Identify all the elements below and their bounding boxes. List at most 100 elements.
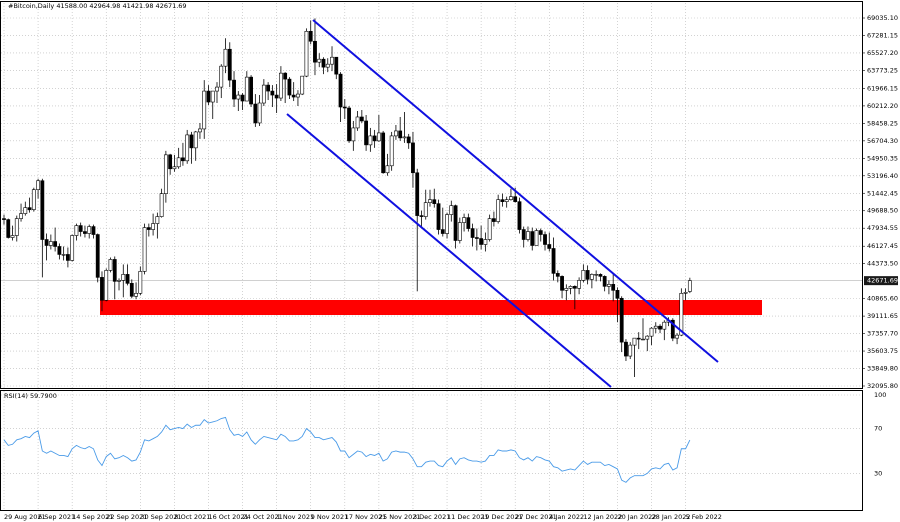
candle-body (2, 218, 6, 220)
x-tick-label: 28 Jan 2022 (652, 513, 691, 521)
candle-body (31, 189, 36, 210)
candle-body (44, 239, 49, 246)
candle-body (662, 321, 667, 330)
candle-body (428, 199, 432, 203)
y-tick-label: 44373.50 (867, 260, 898, 268)
candle-body (53, 241, 58, 247)
x-tick-label: 1 Nov 2021 (277, 513, 315, 521)
candle-body (347, 107, 351, 142)
candle-body (274, 94, 279, 99)
candle-body (406, 136, 411, 144)
price-panel-frame (0, 1, 863, 389)
channel-upper (312, 19, 719, 363)
candle-body (683, 292, 688, 294)
candle-body (125, 274, 130, 284)
candle-body (70, 235, 75, 261)
candle-body (649, 327, 654, 337)
x-tick-label: 9 Nov 2021 (311, 513, 349, 521)
candle-body (266, 84, 271, 92)
candle-body (300, 75, 305, 95)
y-tick-label: 46127.45 (867, 242, 898, 250)
y-tick-label: 65527.20 (867, 49, 898, 57)
candle-body (185, 134, 190, 162)
candle-body (602, 276, 607, 287)
candle-body (581, 270, 586, 281)
candle-body (304, 31, 309, 77)
candle-body (564, 288, 569, 291)
x-tick-label: 16 Oct 2021 (208, 513, 248, 521)
candle-body (36, 180, 40, 191)
candle-body (10, 235, 15, 238)
candle-body (645, 335, 650, 340)
candle-body (572, 286, 577, 289)
x-tick-label: 27 Dec 2021 (515, 513, 557, 521)
candle-body (389, 135, 394, 167)
candle-body (151, 223, 156, 230)
candle-body (317, 58, 322, 63)
candle-body (313, 40, 317, 63)
candle-body (449, 205, 454, 215)
candle-body (543, 234, 547, 245)
y-tick-label: 33849.80 (867, 365, 898, 373)
candle-body (598, 274, 603, 277)
y-tick-label: 40865.60 (867, 295, 898, 303)
x-tick-label: 20 Jan 2022 (617, 513, 656, 521)
candle-body (641, 338, 645, 341)
x-tick-label: 17 Nov 2021 (345, 513, 387, 521)
x-tick-label: 11 Dec 2021 (447, 513, 489, 521)
candle-body (249, 76, 253, 105)
candle-body (436, 203, 441, 230)
candle-body (257, 102, 262, 124)
y-tick-label: 63773.25 (867, 66, 898, 74)
candle-body (19, 213, 23, 219)
candle-body (129, 283, 134, 297)
y-tick-label: 35603.75 (867, 347, 898, 355)
candle-body (261, 84, 266, 104)
candle-body (619, 297, 624, 343)
candle-body (496, 199, 501, 222)
candle-body (470, 228, 475, 238)
candle-body (530, 231, 535, 246)
candle-body (547, 244, 552, 249)
candle-body (491, 218, 496, 222)
candle-body (368, 135, 373, 146)
y-tick-label: 61966.15 (867, 84, 898, 92)
candle-body (504, 199, 509, 202)
last-price-label: 42671.69 (867, 277, 898, 285)
candle-body (628, 344, 633, 357)
candle-body (398, 130, 403, 139)
candle-body (134, 293, 138, 297)
candle-body (108, 259, 113, 271)
candle-body (675, 334, 679, 339)
candle-body (296, 93, 300, 98)
candle-body (457, 222, 462, 241)
candle-body (176, 157, 181, 168)
y-tick-label: 58458.25 (867, 119, 898, 127)
candle-body (172, 166, 177, 170)
candle-body (181, 157, 185, 162)
candle-body (364, 120, 369, 146)
x-tick-label: 30 Sep 2021 (140, 513, 181, 521)
candle-body (670, 319, 675, 339)
y-tick-label: 30 (874, 469, 882, 477)
candle-body (474, 237, 479, 239)
candle-body (432, 199, 437, 204)
candle-body (215, 86, 219, 92)
candle-body (551, 248, 556, 274)
candle-body (423, 202, 428, 217)
candle-body (534, 230, 539, 246)
candle-body (325, 63, 330, 68)
y-tick-label: 70 (874, 425, 882, 433)
candle-body (342, 106, 347, 109)
candle-body (287, 78, 292, 96)
candle-body (381, 132, 386, 174)
y-tick-label: 47934.55 (867, 224, 898, 232)
labels-layer: 69035.10 67281.15 65527.20 63773.25 61966.15… (4, 14, 898, 521)
rsi-line (3, 416, 691, 483)
support-zone (100, 300, 762, 315)
candle-body (138, 271, 143, 294)
candle-body (210, 90, 215, 103)
x-tick-label: 5 Feb 2022 (686, 513, 722, 521)
